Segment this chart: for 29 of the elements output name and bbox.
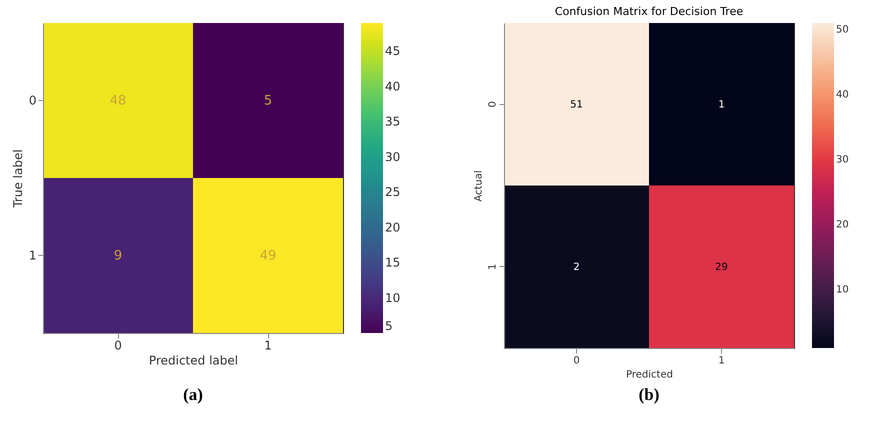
y-axis-title: True label	[10, 149, 25, 209]
color-bar-label: 5	[385, 319, 393, 333]
y-axis-title: Actual	[474, 170, 484, 202]
text: (b)	[638, 385, 660, 404]
color-bar-label: 15	[385, 256, 400, 270]
color-bar-label: 20	[385, 220, 400, 234]
color-bar-label: 45	[385, 44, 400, 58]
text: (a)	[183, 385, 203, 404]
color-bar-label: 25	[385, 185, 400, 200]
data-label: 1	[718, 99, 725, 110]
color-bar-label: 35	[385, 114, 400, 129]
data-label: 9	[114, 248, 122, 264]
data-label: 29	[715, 262, 728, 273]
data-label: 49	[260, 248, 276, 264]
data-label: 2	[573, 262, 580, 273]
color-bar-label: 30	[836, 154, 849, 166]
data-label: 48	[110, 94, 126, 108]
color-bar-label: 10	[385, 290, 400, 305]
color-bar-label: 40	[385, 79, 400, 94]
x-axis-title: Predicted label	[148, 354, 238, 368]
color-bar-label: 20	[836, 220, 849, 230]
data-label: 51	[570, 99, 583, 110]
color-bar-label: 10	[836, 284, 849, 296]
data-label: 5	[264, 94, 272, 108]
color-bar-label: 50	[836, 24, 849, 36]
color-bar-label: 40	[836, 90, 849, 100]
x-axis-title: Predicted	[626, 370, 673, 380]
color-bar-label: 30	[385, 150, 400, 164]
chart-title: Confusion Matrix for Decision Tree	[554, 5, 744, 18]
